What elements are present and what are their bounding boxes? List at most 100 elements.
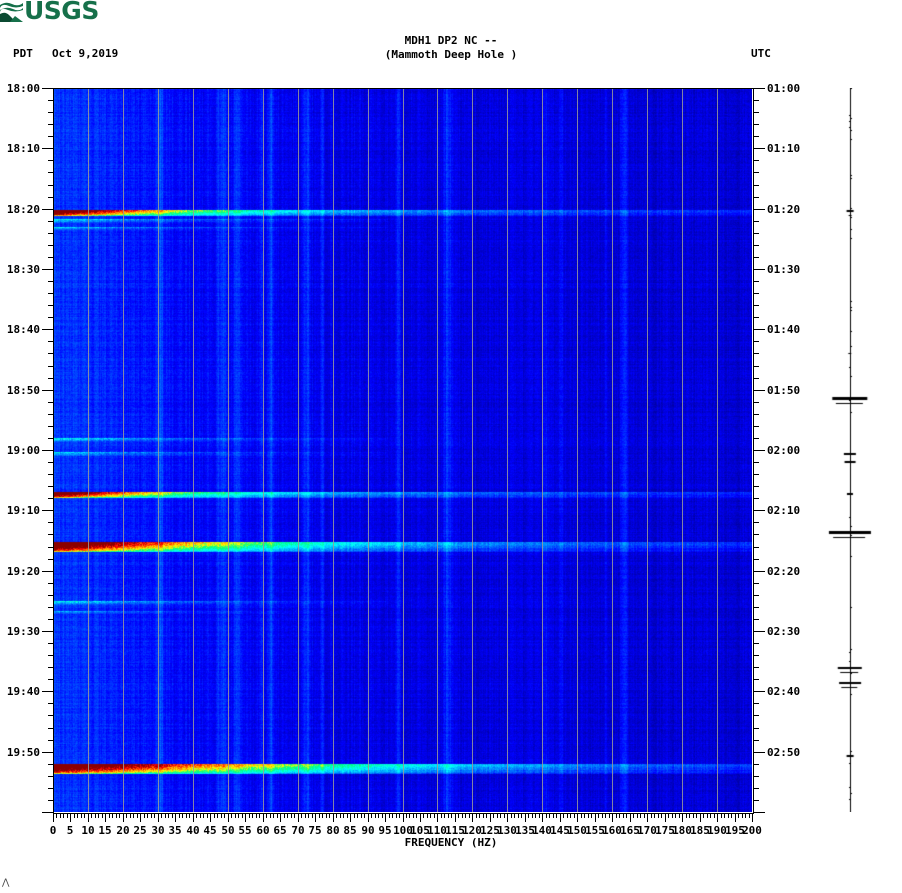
minor-time-tick [48,679,53,680]
minor-freq-tick [637,813,638,818]
minor-time-tick [48,233,53,234]
major-freq-tick [298,813,299,822]
time-label-local-1910: 19:10 [6,504,40,517]
minor-freq-tick [651,813,652,818]
major-time-tick [754,631,765,632]
minor-freq-tick [112,813,113,818]
minor-freq-tick [168,813,169,818]
minor-time-tick [754,583,759,584]
minor-time-tick [754,703,759,704]
minor-freq-tick [553,813,554,818]
minor-freq-tick [133,813,134,818]
page-title: MDH1 DP2 NC -- [404,34,498,47]
minor-freq-tick [654,813,655,818]
minor-freq-tick [270,813,271,818]
freq-label-75: 75 [308,824,322,837]
minor-freq-tick [74,813,75,818]
freq-label-160: 160 [602,824,622,837]
minor-time-tick [754,124,759,125]
minor-freq-tick [462,813,463,818]
major-time-tick [42,269,53,270]
minor-time-tick [754,378,759,379]
frequency-axis-title: FREQUENCY (HZ) [404,836,498,849]
major-freq-tick [280,813,281,822]
minor-freq-tick [416,813,417,818]
spectrogram-image[interactable] [53,88,752,812]
minor-time-tick [754,233,759,234]
minor-time-tick [754,667,759,668]
seismogram-trace[interactable] [820,88,898,812]
major-freq-tick [333,813,334,822]
minor-time-tick [754,498,759,499]
minor-time-tick [48,317,53,318]
minor-freq-tick [147,813,148,818]
time-axis-local: 18:00 18:10 18:20 18:30 18:40 18:50 19:00 19:10… [7,83,54,813]
major-freq-tick [263,813,264,822]
minor-freq-tick [581,813,582,818]
minor-time-tick [754,547,759,548]
minor-freq-tick [347,813,348,818]
minor-freq-tick [336,813,337,818]
time-label-utc-0110: 01:10 [767,142,801,155]
major-time-tick [754,209,765,210]
minor-time-tick [48,438,53,439]
minor-time-tick [48,547,53,548]
minor-freq-tick [67,813,68,818]
minor-time-tick [48,414,53,415]
minor-freq-tick [102,813,103,818]
minor-time-tick [754,559,759,560]
minor-freq-tick [200,813,201,818]
minor-time-tick [754,245,759,246]
minor-freq-tick [703,813,704,818]
minor-freq-tick [728,813,729,818]
freq-label-30: 30 [151,824,165,837]
minor-freq-tick [119,813,120,818]
minor-time-tick [48,160,53,161]
major-freq-tick [315,813,316,822]
minor-time-tick [754,728,759,729]
minor-freq-tick [126,813,127,818]
frequency-axis: 0 5 10 15 20 25 30 35 40 45 50 55 60 65 70 75 80 85 90 95 10… [50,813,762,836]
minor-freq-tick [511,813,512,818]
minor-freq-tick [567,813,568,818]
station-subtitle: (Mammoth Deep Hole ) [384,48,518,61]
minor-time-tick [48,498,53,499]
minor-time-tick [48,462,53,463]
minor-freq-tick [77,813,78,818]
minor-freq-tick [574,813,575,818]
minor-freq-tick [539,813,540,818]
minor-freq-tick [686,813,687,818]
major-time-tick [754,752,765,753]
minor-time-tick [754,366,759,367]
freq-label-200: 200 [742,824,762,837]
minor-freq-tick [623,813,624,818]
seismogram-trace-panel[interactable] [820,88,898,812]
minor-time-tick [48,619,53,620]
freq-label-135: 135 [515,824,535,837]
minor-freq-tick [710,813,711,818]
freq-label-0: 0 [49,824,57,837]
minor-freq-tick [549,813,550,818]
minor-freq-tick [626,813,627,818]
minor-freq-tick [493,813,494,818]
minor-freq-tick [319,813,320,818]
minor-time-tick [48,124,53,125]
major-freq-tick [420,813,421,822]
major-freq-tick [542,813,543,822]
minor-time-tick [754,655,759,656]
spectrogram-panel[interactable] [53,88,752,812]
minor-freq-tick [514,813,515,818]
minor-time-tick [754,221,759,222]
major-freq-tick [70,813,71,822]
minor-freq-tick [207,813,208,818]
minor-freq-tick [186,813,187,818]
minor-freq-tick [284,813,285,818]
minor-freq-tick [235,813,236,818]
major-freq-tick [717,813,718,822]
minor-freq-tick [504,813,505,818]
minor-freq-tick [56,813,57,818]
minor-time-tick [754,474,759,475]
major-time-tick [754,571,765,572]
major-freq-tick [437,813,438,822]
minor-time-tick [48,197,53,198]
